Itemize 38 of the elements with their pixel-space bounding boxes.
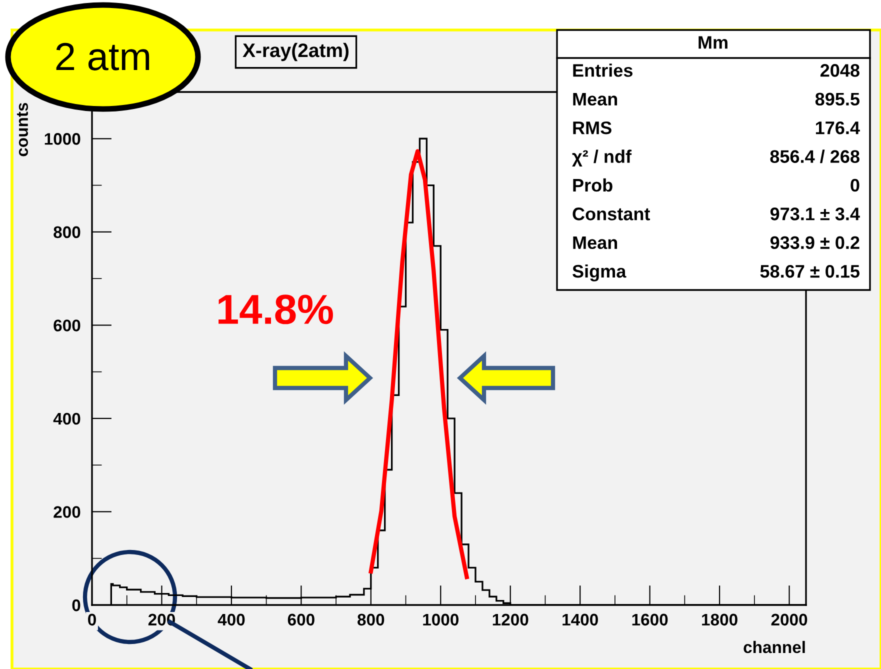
x-tick-label: 2000	[771, 614, 808, 626]
annotation: 933.9 ± 0.2	[770, 236, 860, 250]
annotation: Mean	[573, 92, 618, 106]
chart-title: X-ray(2atm)	[242, 42, 349, 62]
annotation: 856.4 / 268	[770, 150, 860, 164]
y-tick-label: 200	[54, 506, 80, 518]
annotation: Constant	[572, 208, 650, 220]
annotation: 14.8%	[218, 294, 333, 324]
annotation: 973.1 ± 3.4	[770, 208, 860, 220]
text: 2048	[820, 64, 860, 77]
x-tick-label: 0	[88, 614, 96, 626]
text: 895.5	[815, 92, 860, 106]
y-tick-label: 400	[53, 412, 80, 425]
annotation: RMS	[573, 121, 612, 134]
text: 2 atm	[56, 42, 150, 70]
x-axis-title: channel	[744, 640, 805, 654]
x-tick-label: 1000	[423, 614, 458, 626]
text: 176.4	[816, 121, 860, 134]
y-tick-label: 0	[72, 599, 80, 612]
x-tick-label: 1400	[562, 614, 598, 626]
x-tick-label: 800	[358, 614, 384, 626]
annotation: Prob	[573, 178, 612, 192]
y-tick-label: 1000	[44, 133, 80, 145]
text: Mm	[698, 36, 728, 49]
annotation: Mean	[573, 236, 618, 250]
y-axis-title: counts	[16, 102, 28, 156]
annotation: 58.67 ± 0.15	[760, 264, 860, 278]
text: 0	[850, 178, 860, 192]
x-tick-label: 1200	[492, 614, 528, 626]
x-tick-label: 1600	[632, 614, 668, 626]
x-tick-label: 400	[218, 614, 245, 626]
text: Entries	[573, 64, 632, 77]
x-tick-label: 1800	[702, 614, 738, 626]
annotation: Sigma	[572, 264, 626, 282]
annotation: χ² / ndf	[572, 150, 632, 167]
y-tick-label: 800	[54, 226, 80, 238]
x-tick-label: 600	[288, 614, 314, 626]
y-tick-label: 600	[54, 320, 80, 332]
